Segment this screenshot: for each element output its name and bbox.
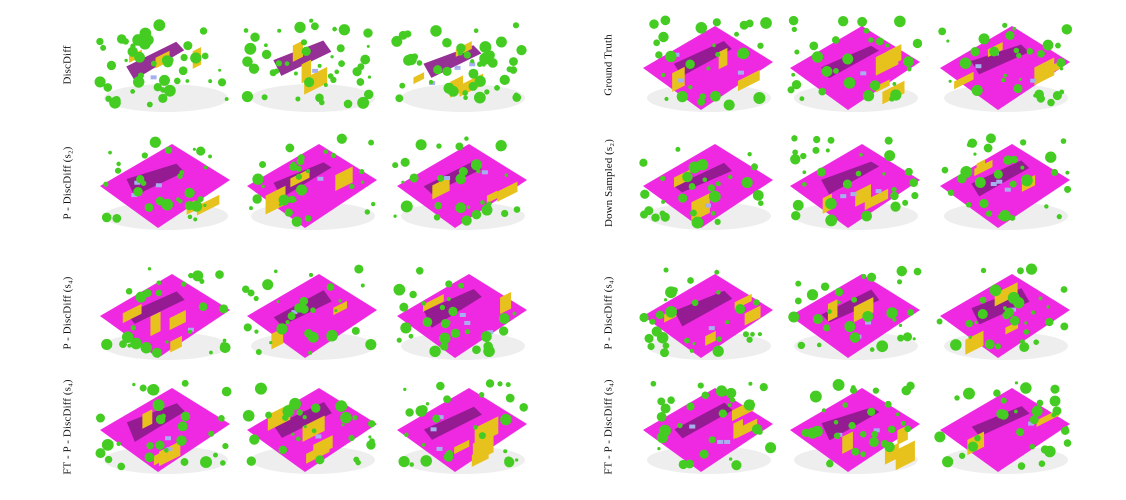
voxel-scene-image [934,381,1072,474]
row-label-text: P - DiscDiff (s₄) [62,276,74,350]
voxel-scene-image [391,22,527,112]
voxel-scene-image [938,22,1073,112]
row-label-text: FT - P - DiscDiff (s₄) [603,379,616,475]
sample-render-left-r2-c0 [88,258,238,368]
voxel-scene-image [242,382,377,474]
sample-render-right-r3-c0 [631,372,781,482]
voxel-scene-image [94,19,229,112]
voxel-scene-image [100,267,231,360]
voxel-scene-image [241,18,375,112]
voxel-scene-image [790,135,920,230]
sample-render-right-r0-c1 [778,10,928,120]
row-label-text: Down Sampled (s₂) [603,138,615,228]
sample-render-right-r3-c1 [778,372,928,482]
row-label-right-0: Ground Truth [589,10,629,120]
voxel-scene-image [643,380,777,474]
row-label-text: Ground Truth [603,34,616,96]
row-label-text: DiscDiff [62,45,74,85]
sample-render-right-r0-c2 [928,10,1078,120]
voxel-scene-image [639,267,773,360]
voxel-scene-image [790,378,920,474]
left-panel: DiscDiff P - DiscDiff (s₂) P - DiscDiff (s… [48,10,535,482]
row-label-left-0: DiscDiff [48,10,88,120]
sample-render-right-r1-c0 [631,128,781,238]
voxel-scene-image [392,136,527,230]
voxel-scene-image [397,379,528,474]
sample-render-left-r2-c1 [235,258,385,368]
sample-render-left-r3-c1 [235,372,385,482]
sample-render-right-r1-c1 [778,128,928,238]
voxel-scene-image [247,133,377,230]
row-label-right-1: Down Sampled (s₂) [589,128,629,238]
voxel-scene-image [787,15,923,112]
sample-render-right-r3-c2 [928,372,1078,482]
voxel-scene-image [936,263,1070,360]
voxel-scene-image [242,264,377,360]
row-label-left-3: FT - P - DiscDiff (s₄) [48,372,88,482]
sample-render-right-r2-c2 [928,258,1078,368]
sample-render-right-r2-c1 [778,258,928,368]
voxel-scene-image [639,144,773,230]
voxel-scene-image [100,136,230,230]
sample-render-left-r0-c2 [385,10,535,120]
row-label-text: FT - P - DiscDiff (s₄) [62,379,75,475]
voxel-scene-image [643,15,773,112]
row-label-right-2: P - DiscDiff (s₄) [589,258,629,368]
voxel-scene-image [393,267,527,360]
sample-render-left-r0-c1 [235,10,385,120]
sample-render-right-r1-c2 [928,128,1078,238]
sample-render-left-r1-c2 [385,128,535,238]
row-label-text: P - DiscDiff (s₂) [62,146,74,220]
row-label-left-2: P - DiscDiff (s₄) [48,258,88,368]
voxel-scene-image [940,133,1072,230]
row-label-left-1: P - DiscDiff (s₂) [48,128,88,238]
sample-render-right-r0-c0 [631,10,781,120]
row-label-text: P - DiscDiff (s₄) [603,276,615,350]
sample-render-left-r1-c0 [88,128,238,238]
sample-render-left-r3-c2 [385,372,535,482]
voxel-scene-image [788,265,922,360]
sample-render-left-r1-c1 [235,128,385,238]
sample-render-left-r2-c2 [385,258,535,368]
sample-render-left-r0-c0 [88,10,238,120]
voxel-scene-image [95,379,232,474]
sample-render-right-r2-c0 [631,258,781,368]
row-label-right-3: FT - P - DiscDiff (s₄) [589,372,629,482]
sample-render-left-r3-c0 [88,372,238,482]
right-panel: Ground Truth Down Sampled (s₂) P - DiscDif… [563,0,1126,500]
